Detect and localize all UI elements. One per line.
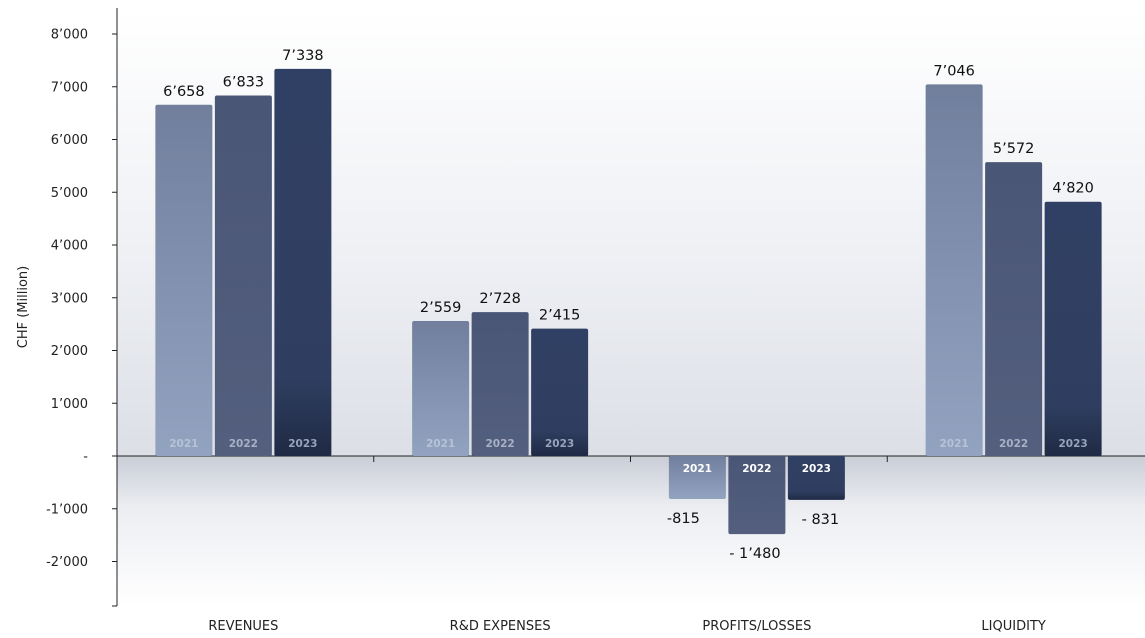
bar-year-label: 2022 <box>999 438 1028 450</box>
bar-value-label: 4’820 <box>1052 181 1094 197</box>
category-label: PROFITS/LOSSES <box>702 619 811 634</box>
bar-value-label: 2’559 <box>420 300 462 316</box>
y-tick-label: 2’000 <box>51 344 88 359</box>
bar-year-label: 2023 <box>288 438 317 450</box>
y-axis-title: CHF (Million) <box>16 266 31 348</box>
bar-value-label: 5’572 <box>993 141 1035 157</box>
bar-year-label: 2021 <box>169 438 198 450</box>
bar <box>728 456 786 535</box>
bar-value-label: 6’833 <box>223 75 265 91</box>
y-tick-label: 7’000 <box>51 80 88 95</box>
bar <box>985 162 1043 456</box>
y-tick-label: 4’000 <box>51 239 88 254</box>
category-label: R&D EXPENSES <box>450 619 551 634</box>
bar <box>155 104 213 456</box>
bar-year-label: 2021 <box>940 438 969 450</box>
bar <box>274 68 332 456</box>
bar <box>1044 201 1102 456</box>
y-tick-label: - <box>83 450 88 465</box>
bar-value-label: 2’415 <box>539 308 581 324</box>
bar <box>412 321 470 456</box>
bar <box>471 312 529 456</box>
bar-year-label: 2022 <box>742 463 771 475</box>
y-tick-label: 8’000 <box>51 28 88 43</box>
y-tick-label: -1’000 <box>46 502 88 517</box>
bar-value-label: - 831 <box>802 512 840 528</box>
y-tick-label: 3’000 <box>51 291 88 306</box>
bar-year-label: 2022 <box>486 438 515 450</box>
bar-value-label: -815 <box>667 511 700 527</box>
bar-value-label: 6’658 <box>163 84 205 100</box>
bar-year-label: 2021 <box>426 438 455 450</box>
bar <box>787 456 845 500</box>
bar-year-label: 2023 <box>802 463 831 475</box>
y-tick-label: 5’000 <box>51 186 88 201</box>
bar-year-label: 2023 <box>545 438 574 450</box>
y-tick-label: 6’000 <box>51 133 88 148</box>
bar-value-label: 7’046 <box>933 63 975 79</box>
plot-background-negative <box>117 456 1145 606</box>
bar-value-label: 2’728 <box>479 291 521 307</box>
bar <box>214 95 272 456</box>
y-tick-label: 1’000 <box>51 397 88 412</box>
bar-value-label: - 1’480 <box>729 546 780 562</box>
bar-year-label: 2023 <box>1059 438 1088 450</box>
category-label: LIQUIDITY <box>981 619 1045 634</box>
bar <box>668 456 726 499</box>
bar <box>925 84 983 457</box>
category-label: REVENUES <box>208 619 278 634</box>
bar <box>531 328 589 456</box>
bar-value-label: 7’338 <box>282 48 324 64</box>
bar-year-label: 2021 <box>683 463 712 475</box>
bar-year-label: 2022 <box>229 438 258 450</box>
y-tick-label: -2’000 <box>46 555 88 570</box>
